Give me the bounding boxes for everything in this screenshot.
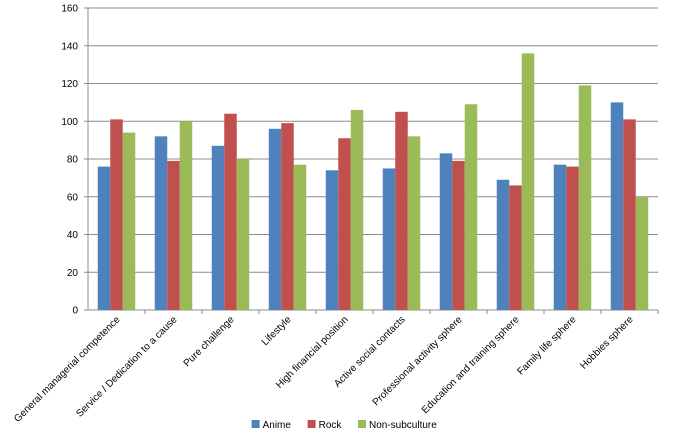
x-category-label: Education and training sphere (420, 314, 522, 416)
y-tick-label: 40 (67, 230, 79, 241)
bar-anime-10 (610, 102, 624, 310)
legend: Anime Rock Non-subculture (251, 420, 437, 431)
bar-rock-3 (224, 113, 237, 310)
bar-non-subculture-8 (521, 53, 535, 311)
y-tick-label: 120 (61, 79, 78, 90)
legend-swatch-non-subculture (358, 420, 366, 428)
bar-anime-2 (154, 136, 168, 310)
bar-anime-1 (97, 166, 111, 310)
legend-label-non-subculture: Non-subculture (369, 420, 437, 431)
bar-non-subculture-9 (578, 85, 592, 310)
legend-label-anime: Anime (263, 420, 292, 431)
bar-anime-7 (439, 153, 453, 310)
bar-rock-4 (281, 123, 294, 310)
bar-anime-9 (553, 164, 567, 310)
bar-rock-5 (338, 138, 351, 310)
y-tick-label: 20 (67, 268, 79, 279)
y-tick-label: 80 (67, 155, 79, 166)
bar-non-subculture-4 (293, 164, 307, 310)
bar-rock-2 (167, 160, 180, 310)
bar-anime-3 (211, 145, 225, 310)
y-tick-label: 60 (67, 192, 79, 203)
bar-anime-5 (325, 170, 339, 310)
legend-swatch-rock (307, 420, 316, 428)
bar-anime-4 (268, 128, 282, 310)
y-tick-label: 140 (61, 41, 78, 52)
bar-non-subculture-10 (635, 196, 649, 310)
bar-non-subculture-1 (122, 132, 136, 310)
x-category-label: Lifestyle (260, 314, 294, 348)
bar-anime-8 (496, 179, 510, 310)
y-tick-labels: 0 20 40 60 80 100 120 140 160 (61, 4, 78, 317)
y-tick-label: 160 (61, 4, 78, 15)
x-category-label: Pure challenge (182, 314, 237, 369)
y-tick-label: 100 (61, 117, 78, 128)
bar-non-subculture-3 (236, 159, 250, 310)
y-tick-label: 0 (72, 306, 78, 317)
x-category-label: Service / Dedication to a cause (74, 314, 180, 420)
bar-non-subculture-7 (464, 104, 478, 310)
bar-anime-6 (382, 168, 396, 310)
bar-rock-6 (395, 111, 408, 310)
bar-rock-1 (110, 119, 123, 310)
x-category-label: Hobbies sphere (578, 314, 636, 372)
bar-non-subculture-6 (407, 136, 421, 310)
bar-rock-9 (566, 166, 579, 310)
bars (97, 53, 649, 311)
bar-rock-10 (623, 119, 636, 310)
bar-rock-7 (452, 160, 465, 310)
bar-rock-8 (509, 185, 522, 310)
legend-label-rock: Rock (319, 420, 343, 431)
legend-swatch-anime (251, 420, 260, 428)
x-category-label: Family life sphere (515, 314, 578, 377)
bar-non-subculture-5 (350, 109, 364, 310)
bar-non-subculture-2 (179, 121, 193, 310)
x-category-label: General managerial competence (12, 314, 123, 425)
